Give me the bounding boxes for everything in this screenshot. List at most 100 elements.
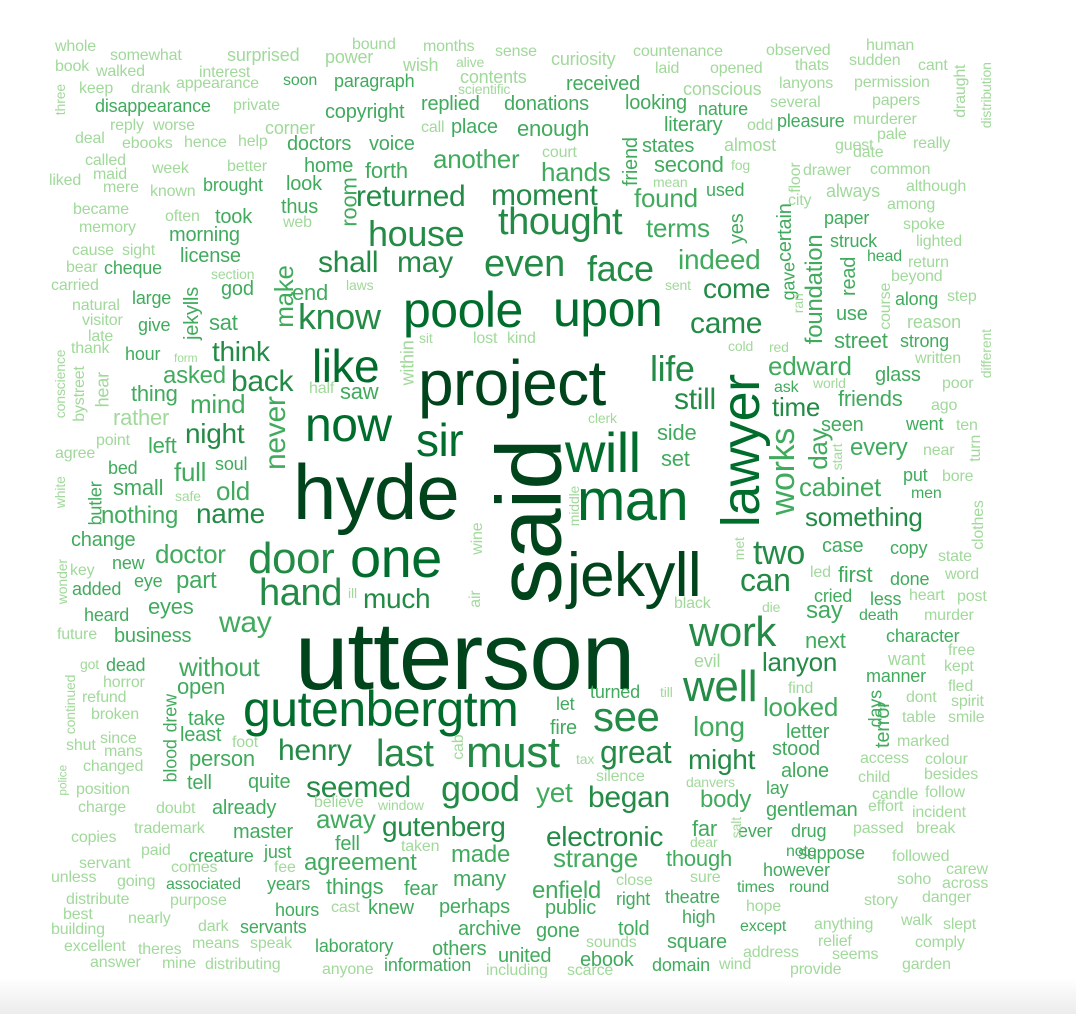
- word-comply: comply: [915, 934, 965, 952]
- word-asked: asked: [163, 361, 226, 389]
- word-slept: slept: [943, 916, 976, 934]
- word-seemed: seemed: [306, 771, 411, 804]
- word-began: began: [588, 781, 670, 814]
- word-put: put: [903, 464, 928, 485]
- word-friend: friend: [620, 137, 642, 186]
- word-fear: fear: [404, 878, 438, 900]
- word-permission: permission: [854, 74, 930, 92]
- word-shut: shut: [66, 737, 96, 755]
- word-doctor: doctor: [155, 539, 226, 570]
- word-papers: papers: [872, 92, 920, 110]
- word-hand: hand: [259, 571, 343, 614]
- word-paid: paid: [141, 842, 171, 860]
- word-donations: donations: [504, 93, 589, 115]
- word-agree: agree: [55, 445, 96, 463]
- word-cried: cried: [814, 585, 853, 606]
- word-mine: mine: [162, 955, 197, 973]
- word-book: book: [55, 58, 90, 76]
- word-enough: enough: [517, 116, 590, 142]
- word-trademark: trademark: [134, 820, 205, 838]
- word-heart: heart: [909, 587, 945, 605]
- word-come: come: [703, 272, 771, 304]
- word-access: access: [860, 750, 909, 768]
- word-draught: draught: [952, 64, 970, 118]
- word-across: across: [942, 875, 989, 893]
- word-cab: cab: [450, 734, 468, 760]
- word-spirit: spirit: [951, 693, 984, 711]
- word-power: power: [325, 46, 374, 67]
- word-went: went: [906, 413, 944, 434]
- word-wind: wind: [719, 956, 752, 974]
- word-called: called: [85, 152, 126, 170]
- word-ran: ran: [789, 293, 806, 313]
- word-without: without: [179, 652, 260, 683]
- word-relief: relief: [818, 933, 852, 951]
- word-read: read: [838, 256, 860, 296]
- word-next: next: [805, 628, 846, 654]
- word-curiosity: curiosity: [551, 48, 616, 69]
- word-story: story: [864, 892, 898, 910]
- word-guest: guest: [835, 137, 874, 155]
- word-pleasure: pleasure: [777, 110, 845, 131]
- word-servants: servants: [240, 916, 307, 937]
- word-sat: sat: [209, 310, 238, 336]
- word-large: large: [132, 287, 172, 308]
- word-business: business: [114, 625, 192, 647]
- word-states: states: [642, 135, 695, 157]
- word-free: free: [948, 642, 975, 660]
- word-answer: answer: [90, 954, 141, 972]
- word-ebooks: ebooks: [122, 135, 173, 153]
- word-set: set: [661, 446, 690, 472]
- word-wish: wish: [403, 54, 439, 75]
- word-second: second: [654, 152, 724, 178]
- word-square: square: [667, 931, 727, 953]
- word-head: head: [867, 248, 902, 266]
- word-clothes: clothes: [970, 500, 988, 550]
- word-ten: ten: [956, 417, 978, 435]
- word-dark: dark: [198, 918, 229, 936]
- word-many: many: [453, 866, 506, 892]
- word-received: received: [566, 73, 640, 95]
- word-although: although: [906, 178, 967, 196]
- word-building: building: [51, 921, 105, 939]
- word-three: three: [51, 83, 68, 115]
- word-step: step: [947, 288, 977, 306]
- word-high: high: [682, 906, 716, 927]
- word-can: can: [740, 562, 791, 599]
- word-left: left: [148, 433, 177, 459]
- word-yes: yes: [726, 213, 748, 244]
- bottom-edge-shade: [0, 978, 1076, 1014]
- word-archive: archive: [458, 918, 522, 940]
- word-tell: tell: [187, 772, 212, 794]
- word-evil: evil: [694, 650, 721, 671]
- word-opened: opened: [710, 60, 763, 78]
- word-street: street: [834, 328, 888, 354]
- word-death: death: [859, 607, 899, 625]
- word-danger: danger: [922, 889, 971, 907]
- word-fog: fog: [731, 156, 751, 173]
- word-end: end: [292, 280, 329, 306]
- word-help: help: [238, 133, 268, 151]
- word-somewhat: somewhat: [110, 47, 182, 65]
- word-dead: dead: [106, 654, 146, 675]
- word-blood: blood: [160, 738, 181, 782]
- word-hands: hands: [541, 157, 611, 188]
- word-reply: reply: [110, 117, 144, 135]
- word-dear: dear: [690, 833, 718, 850]
- word-turned: turned: [590, 681, 640, 702]
- word-future: future: [57, 626, 97, 644]
- word-mans: mans: [104, 743, 143, 761]
- word-became: became: [73, 201, 129, 219]
- word-character: character: [886, 625, 960, 646]
- word-note: note: [786, 843, 817, 861]
- word-carew: carew: [946, 861, 988, 879]
- word-theatre: theatre: [665, 886, 720, 907]
- word-point: point: [96, 432, 130, 450]
- word-floor: floor: [787, 162, 805, 193]
- word-call: call: [421, 119, 445, 137]
- word-colour: colour: [925, 751, 968, 769]
- word-agreement: agreement: [304, 848, 417, 876]
- word-room: room: [336, 177, 362, 227]
- word-terms: terms: [646, 213, 710, 244]
- word-good: good: [441, 768, 520, 810]
